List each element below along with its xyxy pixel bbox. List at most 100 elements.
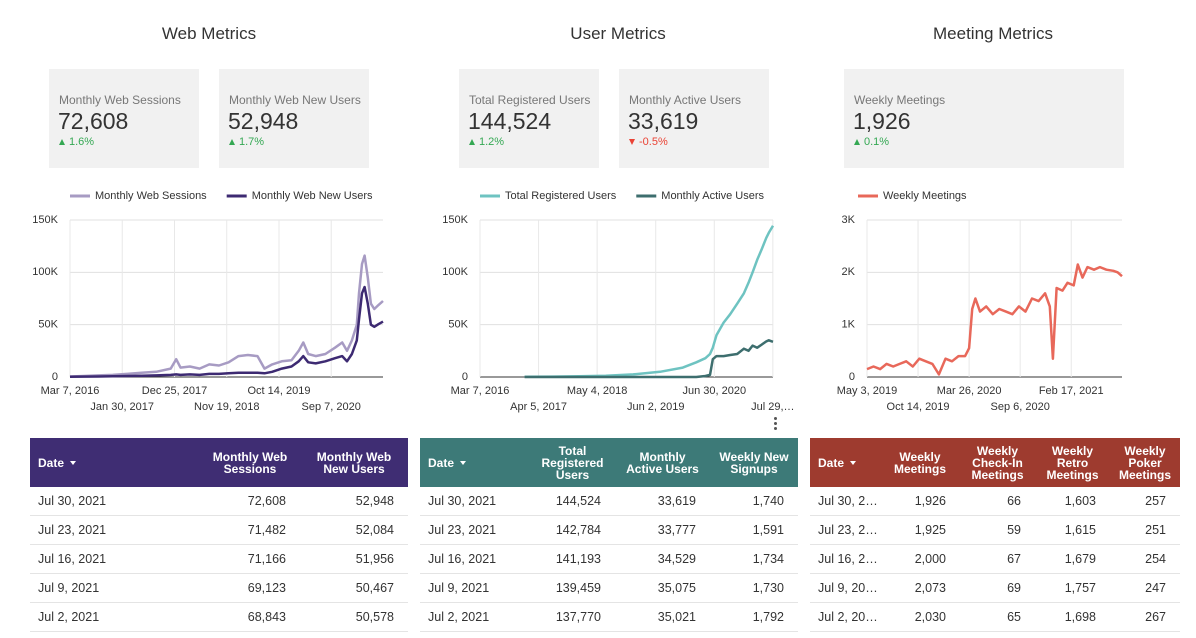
y-tick-label: 1K — [842, 319, 856, 331]
sort-header[interactable]: Date — [30, 438, 200, 487]
y-tick-label: 0 — [462, 371, 468, 383]
table-cell: 257 — [1110, 487, 1180, 516]
legend-label[interactable]: Monthly Web New Users — [252, 190, 373, 202]
column-header: Monthly Active Users — [615, 438, 710, 487]
table-row: Jul 9, 2021 69,123 50,467 — [30, 573, 408, 603]
x-tick-label: Jun 2, 2019 — [627, 401, 685, 413]
sort-header[interactable]: Date — [810, 438, 880, 487]
table-cell: 142,784 — [530, 515, 615, 545]
x-tick-label: Sep 6, 2020 — [991, 401, 1050, 413]
kpi-label: Total Registered Users — [469, 93, 591, 107]
x-tick-label: Mar 7, 2016 — [41, 385, 100, 397]
table-head: Date Monthly Web Sessions Monthly Web New … — [30, 438, 408, 487]
x-tick-label: Jul 29,… — [751, 401, 794, 413]
table-row: Jul 23, 2021 142,784 33,777 1,591 — [420, 515, 798, 545]
table-cell: Jul 9, 2021 — [420, 573, 530, 603]
table-cell: 50,467 — [300, 573, 408, 603]
x-tick-label: Apr 5, 2017 — [510, 401, 567, 413]
table-row: Jul 30, 2021 144,524 33,619 1,740 — [420, 487, 798, 516]
table-cell: 69,123 — [200, 573, 300, 603]
legend-label[interactable]: Monthly Active Users — [661, 190, 764, 202]
more-menu[interactable] — [774, 417, 777, 432]
charts: 0 50K 100K 150K Mar 7, 2016 Jan 30, 2017 Dec 2… — [32, 190, 1123, 413]
x-tick-label: Mar 7, 2016 — [451, 385, 510, 397]
kpi-change: 0.1% — [853, 136, 890, 148]
y-tick-label: 0 — [849, 371, 855, 383]
table-cell: 1,679 — [1035, 544, 1110, 574]
x-tick-label: Jun 30, 2020 — [682, 385, 746, 397]
table-cell: 137,770 — [530, 602, 615, 632]
kpi-card: Monthly Web Sessions 72,608 1.6% — [49, 69, 199, 168]
sort-header[interactable]: Date — [420, 438, 530, 487]
data-table: Date Weekly Meetings Weekly Check-In Meeti… — [810, 438, 1180, 632]
table-row: Jul 16, 2021 71,166 51,956 — [30, 544, 408, 574]
table-cell: 51,956 — [300, 544, 408, 574]
x-tick-label: Feb 17, 2021 — [1039, 385, 1104, 397]
x-tick-label: Nov 19, 2018 — [194, 401, 259, 413]
kpi-card: Weekly Meetings 1,926 0.1% — [844, 69, 1124, 168]
table-row: Jul 2, 2021 137,770 35,021 1,792 — [420, 602, 798, 632]
table-cell: 34,529 — [615, 544, 710, 574]
x-tick-label: May 4, 2018 — [567, 385, 628, 397]
table-cell: 267 — [1110, 602, 1180, 632]
column-header: Total Registered Users — [530, 438, 615, 487]
section-title: User Metrics — [570, 24, 666, 43]
table-cell: 71,166 — [200, 544, 300, 574]
series-line — [69, 254, 384, 378]
table-cell: 67 — [960, 544, 1035, 574]
kpi-value: 144,524 — [468, 108, 552, 134]
table-cell: 68,843 — [200, 602, 300, 632]
column-header: Monthly Web Sessions — [200, 438, 300, 487]
table-row: Jul 2, 2021 68,843 50,578 — [30, 602, 408, 632]
column-header: Weekly Poker Meetings — [1110, 438, 1180, 487]
table-cell: Jul 23, 2021 — [420, 515, 530, 545]
table-cell: 69 — [960, 573, 1035, 603]
table-cell: 2,073 — [880, 573, 960, 603]
kpi-change: 1.7% — [228, 136, 265, 148]
kpi-card: Monthly Web New Users 52,948 1.7% — [219, 69, 369, 168]
y-tick-label: 150K — [442, 214, 468, 226]
table-row: Jul 16, 2021 141,193 34,529 1,734 — [420, 544, 798, 574]
data-table: Date Total Registered Users Monthly Active… — [420, 438, 798, 632]
table-cell: 65 — [960, 602, 1035, 632]
table-cell: 59 — [960, 515, 1035, 545]
table-cell: 1,757 — [1035, 573, 1110, 603]
table-head: Date Weekly Meetings Weekly Check-In Meeti… — [810, 438, 1180, 487]
kpi-label: Monthly Web Sessions — [59, 93, 181, 107]
kpi-card: Total Registered Users 144,524 1.2% — [459, 69, 599, 168]
table-cell: 35,021 — [615, 602, 710, 632]
table-cell: 251 — [1110, 515, 1180, 545]
legend-label[interactable]: Monthly Web Sessions — [95, 190, 207, 202]
table-cell: 2,030 — [880, 602, 960, 632]
series-line — [524, 339, 774, 379]
y-tick-label: 3K — [842, 214, 856, 226]
y-tick-label: 50K — [448, 319, 468, 331]
kpi-change: 1.2% — [468, 136, 505, 148]
kpi-change: -0.5% — [629, 136, 668, 148]
table-cell: 247 — [1110, 573, 1180, 603]
table-cell: 1,615 — [1035, 515, 1110, 545]
data-table: Date Monthly Web Sessions Monthly Web New … — [30, 438, 408, 632]
table-cell: 1,734 — [710, 544, 798, 574]
y-tick-label: 0 — [52, 371, 58, 383]
table-cell: 1,925 — [880, 515, 960, 545]
section-title: Meeting Metrics — [933, 24, 1053, 43]
x-tick-label: Dec 25, 2017 — [142, 385, 207, 397]
table-cell: Jul 23, 2… — [810, 515, 880, 545]
legend-label[interactable]: Weekly Meetings — [883, 190, 967, 202]
table-cell: 71,482 — [200, 515, 300, 545]
table-cell: 2,000 — [880, 544, 960, 574]
table-cell: Jul 30, 2021 — [30, 487, 200, 516]
table-cell: 33,619 — [615, 487, 710, 516]
table-cell: 1,698 — [1035, 602, 1110, 632]
table-cell: 66 — [960, 487, 1035, 516]
table-body: Jul 30, 2021 72,608 52,948 Jul 23, 2021 71,4… — [30, 487, 408, 632]
table-cell: Jul 2, 20… — [810, 602, 880, 632]
table-cell: 1,792 — [710, 602, 798, 632]
table-cell: 254 — [1110, 544, 1180, 574]
legend-label[interactable]: Total Registered Users — [505, 190, 617, 202]
table-cell: 1,730 — [710, 573, 798, 603]
header-row: Date Monthly Web Sessions Monthly Web New … — [30, 438, 408, 487]
x-tick-label: Mar 26, 2020 — [937, 385, 1002, 397]
